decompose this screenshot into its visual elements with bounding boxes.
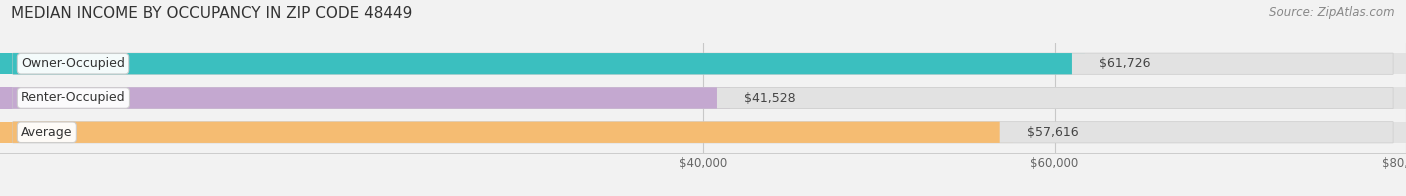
- FancyBboxPatch shape: [13, 122, 1393, 143]
- Bar: [0, 87, 730, 109]
- FancyBboxPatch shape: [13, 53, 1071, 74]
- Bar: [0, 53, 1406, 74]
- Text: $41,528: $41,528: [744, 92, 796, 104]
- Bar: [0, 122, 1406, 143]
- Text: Renter-Occupied: Renter-Occupied: [21, 92, 125, 104]
- Bar: [0, 87, 1406, 109]
- Text: Owner-Occupied: Owner-Occupied: [21, 57, 125, 70]
- Bar: [0, 53, 1085, 74]
- FancyBboxPatch shape: [13, 53, 1393, 74]
- Text: Average: Average: [21, 126, 73, 139]
- Text: $57,616: $57,616: [1026, 126, 1078, 139]
- FancyBboxPatch shape: [13, 122, 1000, 143]
- FancyBboxPatch shape: [13, 87, 1393, 109]
- Text: MEDIAN INCOME BY OCCUPANCY IN ZIP CODE 48449: MEDIAN INCOME BY OCCUPANCY IN ZIP CODE 4…: [11, 6, 412, 21]
- Text: $61,726: $61,726: [1099, 57, 1150, 70]
- Bar: [0, 122, 1012, 143]
- FancyBboxPatch shape: [13, 87, 717, 109]
- Text: Source: ZipAtlas.com: Source: ZipAtlas.com: [1270, 6, 1395, 19]
